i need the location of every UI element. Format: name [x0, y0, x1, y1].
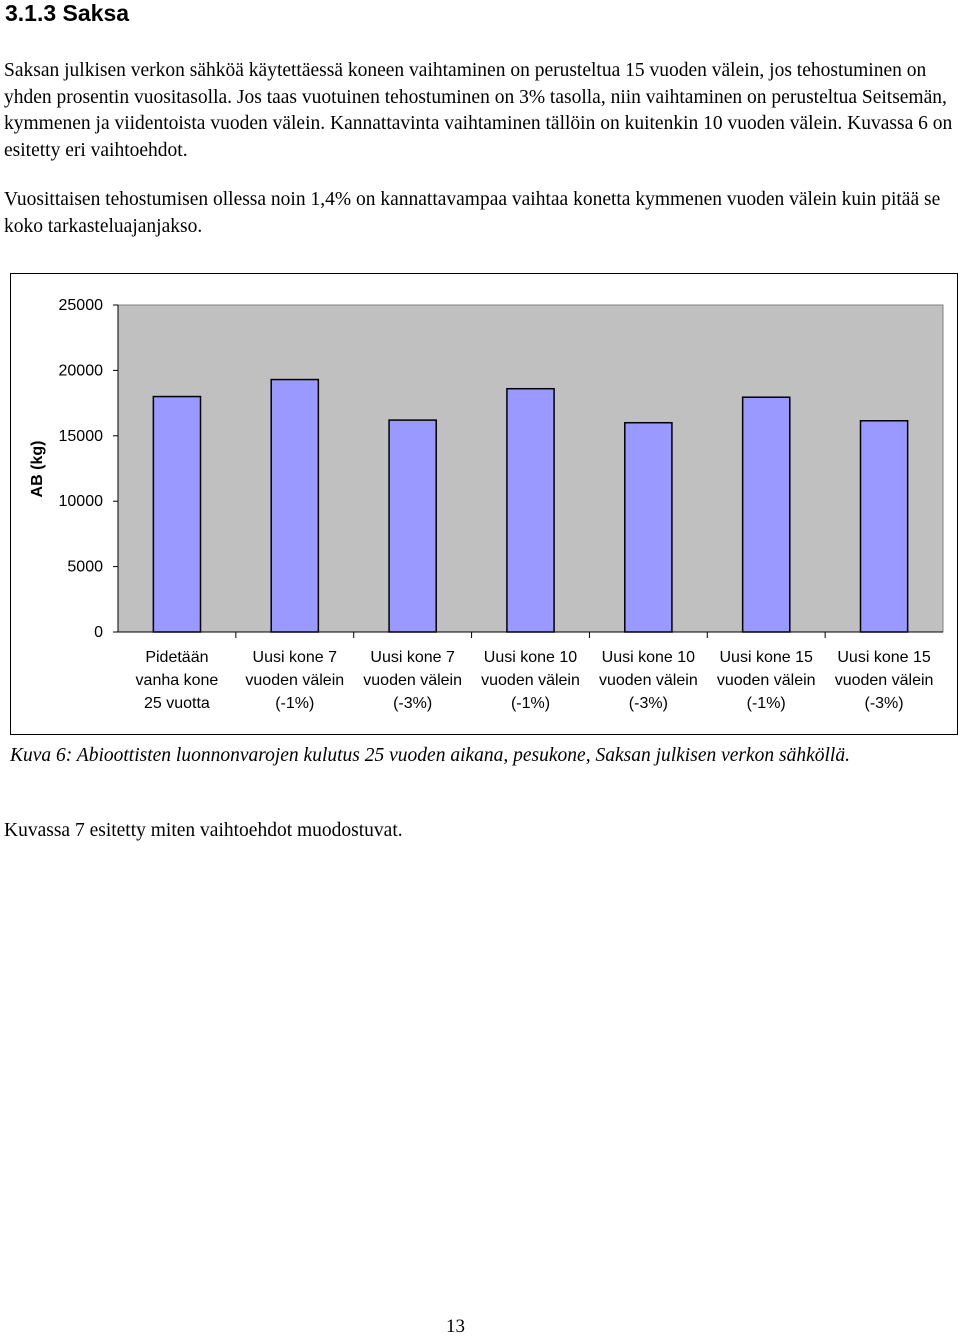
x-tick-label-line: Uusi kone 10	[483, 649, 578, 666]
x-tick-label-line: (-1%)	[275, 695, 315, 712]
x-tick-label-line: vanha kone	[135, 672, 219, 689]
figure-caption: Kuva 6: Abioottisten luonnonvarojen kulu…	[10, 745, 850, 766]
x-tick-label: Uusi kone 10 vuoden välein (-3%)	[590, 646, 706, 715]
y-tick-label: 0	[94, 624, 103, 641]
x-tick-label-line: vuoden välein	[245, 672, 345, 689]
x-tick-label-line: (-3%)	[864, 695, 904, 712]
x-tick-label-line: (-1%)	[510, 695, 551, 712]
x-tick-label: Pidetään vanha kone 25 vuotta	[119, 646, 235, 715]
x-tick-label: Uusi kone 15 vuoden välein (-1%)	[708, 646, 824, 715]
bar	[741, 396, 791, 633]
x-tick-label-line: (-3%)	[628, 695, 668, 712]
x-tick-label-line: (-1%)	[746, 695, 786, 712]
x-tick-label-line: Uusi kone 10	[601, 649, 696, 666]
y-tick-label: 10000	[59, 493, 104, 510]
bar	[152, 395, 202, 633]
y-tick-label: 25000	[59, 297, 104, 314]
x-tick-label-line: vuoden välein	[363, 672, 463, 689]
y-tick-label: 20000	[59, 362, 104, 379]
x-tick-label-line: vuoden välein	[834, 672, 934, 689]
x-tick-label-line: vuoden välein	[716, 672, 816, 689]
x-tick-label-line: Uusi kone 7	[370, 649, 455, 666]
paragraph-after-figure: Kuvassa 7 esitetty miten vaihtoehdot muo…	[4, 820, 403, 841]
y-axis-label: AB (kg)	[29, 441, 46, 498]
bar	[270, 378, 320, 633]
x-tick-label: Uusi kone 7 vuoden välein (-3%)	[355, 646, 471, 715]
x-tick-label: Uusi kone 15 vuoden välein (-3%)	[826, 646, 942, 715]
y-tick-label: 15000	[59, 428, 104, 445]
x-tick-label-line: 25 vuotta	[144, 695, 210, 712]
page-number: 13	[446, 1316, 465, 1337]
paragraph-1: Saksan julkisen verkon sähköä käytettäes…	[4, 60, 953, 161]
bar	[506, 387, 555, 633]
bar	[624, 421, 673, 633]
x-tick-label-line: vuoden välein	[598, 672, 698, 689]
x-tick-label-line: Uusi kone 7	[252, 649, 338, 666]
section-heading: 3.1.3 Saksa	[5, 0, 130, 26]
x-tick-label-line: Pidetään	[145, 649, 209, 666]
x-tick-label: Uusi kone 7 vuoden välein (-1%)	[237, 646, 353, 715]
x-tick-label: Uusi kone 10 vuoden välein (-1%)	[473, 646, 589, 715]
bar	[388, 419, 437, 633]
x-tick-label-line: Uusi kone 15	[719, 649, 813, 666]
bar-chart: 0 5000 10000 15000 20000 25000 AB (kg) Pidetää…	[10, 273, 958, 735]
y-tick-label: 5000	[67, 559, 103, 576]
paragraph-2: Vuosittaisen tehostumisen ollessa noin 1…	[4, 189, 941, 237]
chart-canvas: 0 5000 10000 15000 20000 25000 AB (kg)	[10, 273, 958, 735]
x-tick-label-line: Uusi kone 15	[837, 649, 931, 666]
x-tick-label-line: vuoden välein	[481, 672, 580, 689]
bar	[859, 420, 909, 633]
x-tick-label-line: (-3%)	[393, 695, 433, 712]
